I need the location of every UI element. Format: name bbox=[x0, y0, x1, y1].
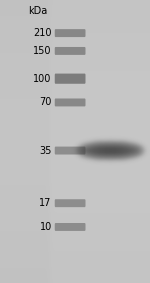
FancyBboxPatch shape bbox=[55, 223, 86, 231]
Text: 35: 35 bbox=[39, 145, 52, 156]
FancyBboxPatch shape bbox=[55, 47, 86, 55]
FancyBboxPatch shape bbox=[55, 29, 86, 37]
FancyBboxPatch shape bbox=[55, 199, 86, 207]
Text: 17: 17 bbox=[39, 198, 52, 208]
FancyBboxPatch shape bbox=[55, 147, 86, 155]
FancyBboxPatch shape bbox=[55, 98, 86, 106]
Text: kDa: kDa bbox=[28, 6, 47, 16]
Text: 210: 210 bbox=[33, 28, 52, 38]
Text: 70: 70 bbox=[39, 97, 52, 108]
Text: 100: 100 bbox=[33, 74, 52, 84]
Text: 10: 10 bbox=[39, 222, 52, 232]
FancyBboxPatch shape bbox=[55, 74, 86, 84]
Text: 150: 150 bbox=[33, 46, 52, 56]
